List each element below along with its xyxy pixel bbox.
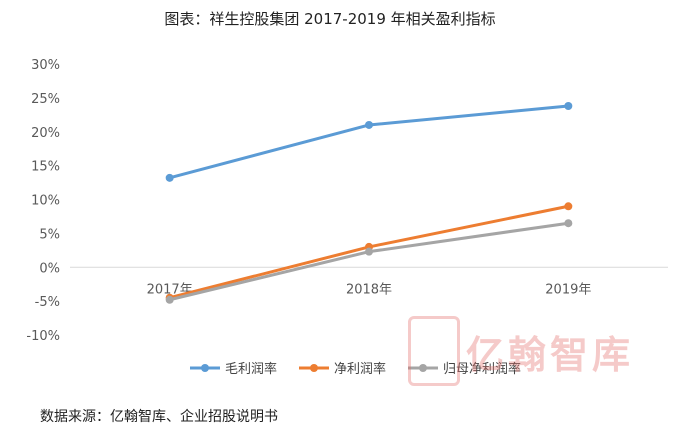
y-tick-label: 5% — [39, 227, 60, 242]
x-axis: 2017年 2018年 2019年 — [147, 282, 592, 297]
y-tick-label: 30% — [31, 58, 60, 73]
x-tick-label: 2019年 — [545, 282, 591, 297]
y-tick-label: -5% — [35, 295, 60, 310]
legend-swatch-marker — [419, 364, 427, 372]
legend-label: 净利润率 — [334, 361, 386, 377]
legend-item: 归母净利润率 — [408, 361, 521, 377]
legend-swatch-marker — [201, 364, 209, 372]
y-tick-label: -10% — [26, 329, 60, 344]
chart-title: 图表：祥生控股集团 2017-2019 年相关盈利指标 — [164, 10, 496, 28]
series-layer — [165, 102, 573, 304]
series-line — [168, 104, 570, 180]
watermark: 亿翰智库 — [408, 316, 634, 386]
y-tick-label: 10% — [31, 194, 60, 209]
legend-label: 毛利润率 — [225, 361, 277, 377]
legend: 毛利润率 净利润率 归母净利润率 — [190, 361, 521, 377]
legend-item: 毛利润率 — [190, 361, 277, 377]
y-tick-label: 15% — [31, 160, 60, 175]
x-tick-label: 2018年 — [346, 282, 392, 297]
data-point — [365, 120, 373, 129]
legend-label: 归母净利润率 — [443, 361, 521, 377]
legend-swatch-marker — [310, 364, 318, 372]
y-axis: 30% 25% 20% 15% 10% 5% 0% -5% -10% — [26, 58, 60, 344]
y-tick-label: 25% — [31, 92, 60, 107]
yihan-logo-icon — [408, 316, 460, 386]
data-point — [165, 295, 174, 304]
watermark-text: 亿翰智库 — [466, 332, 635, 377]
data-point — [165, 173, 174, 182]
data-point — [564, 219, 573, 228]
data-point — [365, 247, 373, 256]
data-point — [564, 102, 573, 111]
data-point — [564, 202, 573, 211]
y-tick-label: 20% — [31, 126, 60, 141]
legend-item: 净利润率 — [299, 361, 386, 377]
y-tick-label: 0% — [39, 261, 60, 276]
source-note: 数据来源：亿翰智库、企业招股说明书 — [40, 409, 278, 425]
